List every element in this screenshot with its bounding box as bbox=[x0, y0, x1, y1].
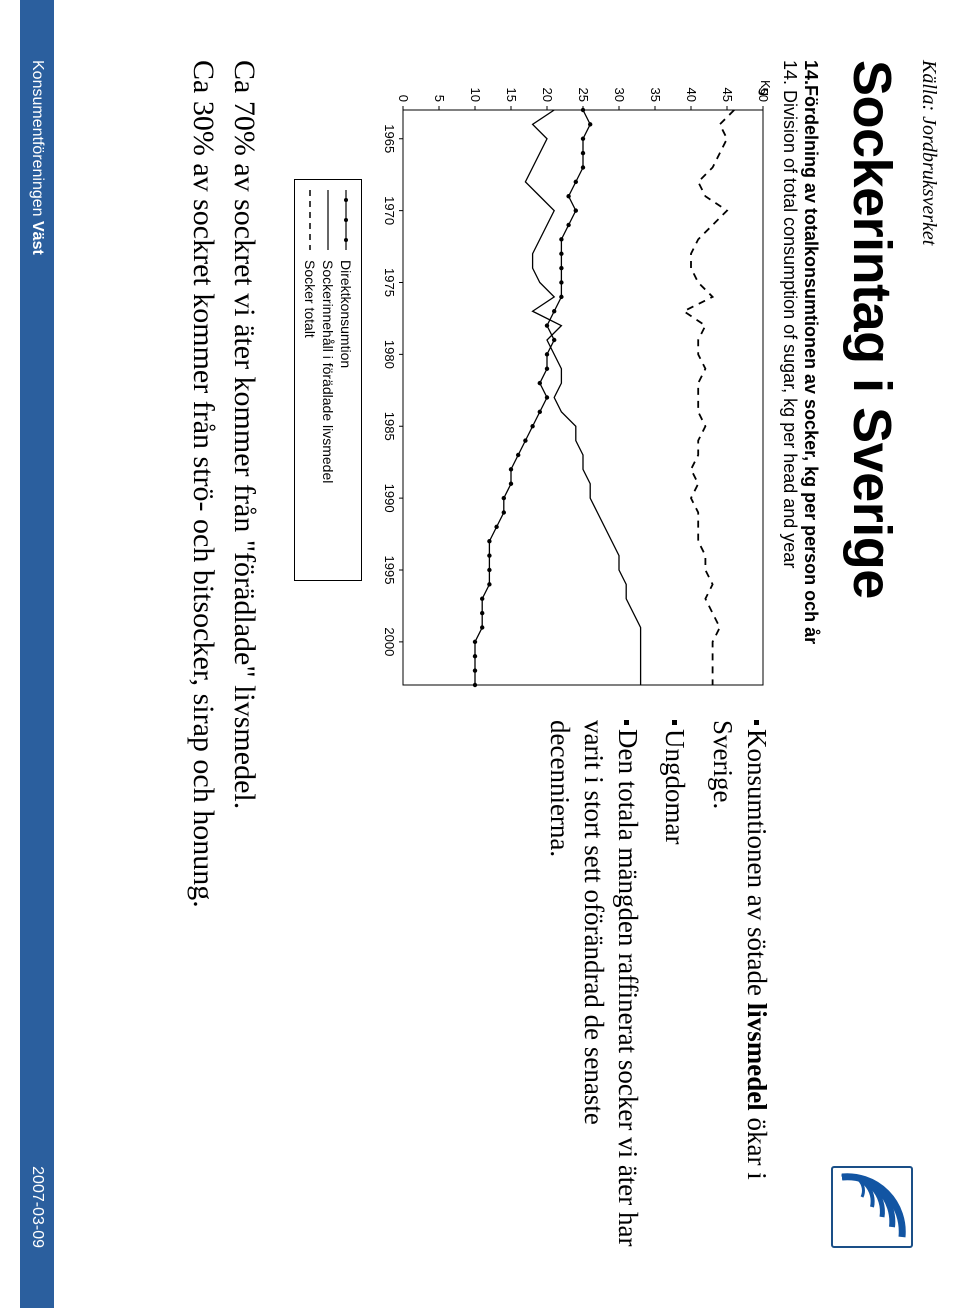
arc-logo-icon bbox=[837, 1172, 907, 1242]
bullet-list: Konsumtionen av sötade livsmedel ökar i … bbox=[294, 720, 773, 1248]
svg-text:Kg: Kg bbox=[758, 80, 773, 96]
svg-text:1995: 1995 bbox=[382, 556, 397, 585]
chart-legend: Direktkonsumtion Sockerinnehåll i förädl… bbox=[294, 179, 362, 581]
svg-text:5: 5 bbox=[432, 95, 447, 102]
chart-caption: 14.Fördelning av totalkonsumtionen av so… bbox=[779, 60, 821, 1248]
bullet-item-0: Konsumtionen av sötade livsmedel ökar i … bbox=[706, 720, 774, 1248]
source-label: Källa: Jordbruksverket bbox=[917, 60, 940, 1248]
svg-text:20: 20 bbox=[540, 88, 555, 102]
footer-bar: Konsumentföreningen Väst 2007-03-09 bbox=[20, 0, 54, 1308]
bullet-dot bbox=[672, 720, 677, 725]
svg-text:1965: 1965 bbox=[382, 124, 397, 153]
bullet-text-0a: Konsumtionen av sötade bbox=[742, 729, 772, 1003]
svg-text:40: 40 bbox=[684, 88, 699, 102]
svg-text:0: 0 bbox=[396, 95, 411, 102]
line-chart: 0510152025303540455019651970197519801985… bbox=[373, 60, 773, 700]
svg-text:15: 15 bbox=[504, 88, 519, 102]
legend-row-1: Sockerinnehåll i förädlade livsmedel bbox=[319, 190, 337, 570]
logo bbox=[831, 1166, 913, 1248]
footer-org-prefix: Konsumentföreningen bbox=[29, 60, 46, 221]
legend-sample-2 bbox=[303, 190, 317, 250]
bullet-dot bbox=[754, 720, 759, 725]
svg-text:1970: 1970 bbox=[382, 196, 397, 225]
bullet-text-0b: livsmedel bbox=[742, 1003, 772, 1111]
svg-text:1990: 1990 bbox=[382, 484, 397, 513]
legend-sample-1 bbox=[321, 190, 335, 250]
svg-text:35: 35 bbox=[648, 88, 663, 102]
legend-label-0: Direktkonsumtion bbox=[337, 260, 355, 368]
page-title: Sockerintag i Sverige bbox=[841, 60, 903, 599]
bullet-text-1: Ungdomar bbox=[661, 729, 691, 844]
svg-text:45: 45 bbox=[720, 88, 735, 102]
title-row: Sockerintag i Sverige bbox=[831, 60, 913, 1248]
chart-block: 14.Fördelning av totalkonsumtionen av so… bbox=[294, 60, 821, 1248]
footer-org: Konsumentföreningen Väst bbox=[28, 60, 46, 255]
legend-row-0: Direktkonsumtion bbox=[337, 190, 355, 570]
svg-text:2000: 2000 bbox=[382, 627, 397, 656]
legend-sample-0 bbox=[339, 190, 353, 250]
chart-caption-en: 14. Division of total consumption of sug… bbox=[779, 60, 800, 1248]
footer-date: 2007-03-09 bbox=[28, 1166, 46, 1248]
svg-text:1975: 1975 bbox=[382, 268, 397, 297]
svg-text:1985: 1985 bbox=[382, 412, 397, 441]
body-line-1: Ca 30% av sockret kommer från strö- och … bbox=[183, 60, 224, 1248]
chart-caption-sv: 14.Fördelning av totalkonsumtionen av so… bbox=[800, 60, 821, 1248]
svg-text:25: 25 bbox=[576, 88, 591, 102]
bullet-text-2: Den totala mängden raffinerat socker vi … bbox=[545, 720, 643, 1247]
svg-text:10: 10 bbox=[468, 88, 483, 102]
body-text: Ca 70% av sockret vi äter kommer från "f… bbox=[183, 60, 264, 1248]
bullet-item-1: Ungdomar bbox=[658, 720, 692, 1248]
legend-label-1: Sockerinnehåll i förädlade livsmedel bbox=[319, 260, 337, 483]
svg-text:30: 30 bbox=[612, 88, 627, 102]
body-line-0: Ca 70% av sockret vi äter kommer från "f… bbox=[224, 60, 265, 1248]
footer-org-bold: Väst bbox=[29, 221, 46, 255]
bullet-dot bbox=[624, 720, 629, 725]
legend-label-2: Socker totalt bbox=[301, 260, 319, 338]
svg-text:1980: 1980 bbox=[382, 340, 397, 369]
legend-row-2: Socker totalt bbox=[301, 190, 319, 570]
chart-holder: 0510152025303540455019651970197519801985… bbox=[294, 60, 773, 700]
bullet-item-2: Den totala mängden raffinerat socker vi … bbox=[543, 720, 644, 1248]
